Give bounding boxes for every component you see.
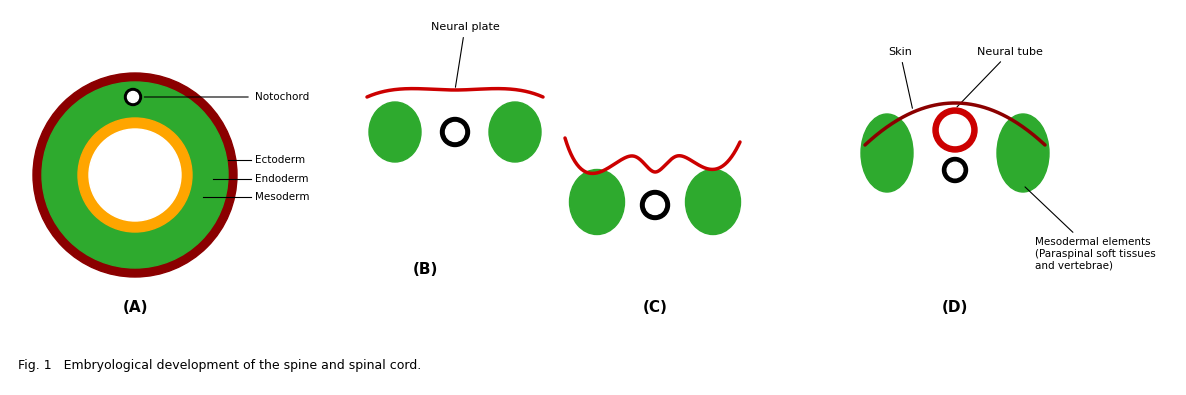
Circle shape — [943, 158, 968, 182]
Text: Fig. 1   Embryological development of the spine and spinal cord.: Fig. 1 Embryological development of the … — [18, 359, 421, 372]
Text: (C): (C) — [643, 299, 668, 314]
Circle shape — [440, 117, 470, 147]
Ellipse shape — [369, 102, 421, 162]
Circle shape — [42, 82, 228, 268]
Circle shape — [939, 115, 970, 145]
Text: Neural plate: Neural plate — [431, 22, 499, 87]
Text: (D): (D) — [942, 299, 968, 314]
Text: (A): (A) — [122, 299, 148, 314]
Text: Endoderm: Endoderm — [255, 174, 308, 184]
Ellipse shape — [569, 169, 625, 235]
Circle shape — [645, 196, 664, 214]
Circle shape — [33, 73, 237, 277]
Circle shape — [640, 190, 670, 220]
Ellipse shape — [686, 169, 740, 235]
Text: Ectoderm: Ectoderm — [255, 155, 305, 165]
Circle shape — [128, 92, 139, 102]
Ellipse shape — [997, 114, 1048, 192]
Circle shape — [446, 122, 465, 141]
Circle shape — [948, 162, 963, 178]
Circle shape — [78, 118, 192, 232]
Text: Mesoderm: Mesoderm — [255, 192, 310, 202]
Circle shape — [89, 129, 181, 221]
Circle shape — [933, 108, 977, 152]
Text: (B): (B) — [413, 263, 438, 278]
Ellipse shape — [861, 114, 913, 192]
Text: Mesodermal elements
(Paraspinal soft tissues
and vertebrae): Mesodermal elements (Paraspinal soft tis… — [1025, 187, 1155, 270]
Text: Skin: Skin — [888, 47, 912, 108]
Circle shape — [125, 88, 141, 105]
Text: Notochord: Notochord — [255, 92, 310, 102]
Text: Neural tube: Neural tube — [957, 47, 1042, 107]
Ellipse shape — [489, 102, 541, 162]
